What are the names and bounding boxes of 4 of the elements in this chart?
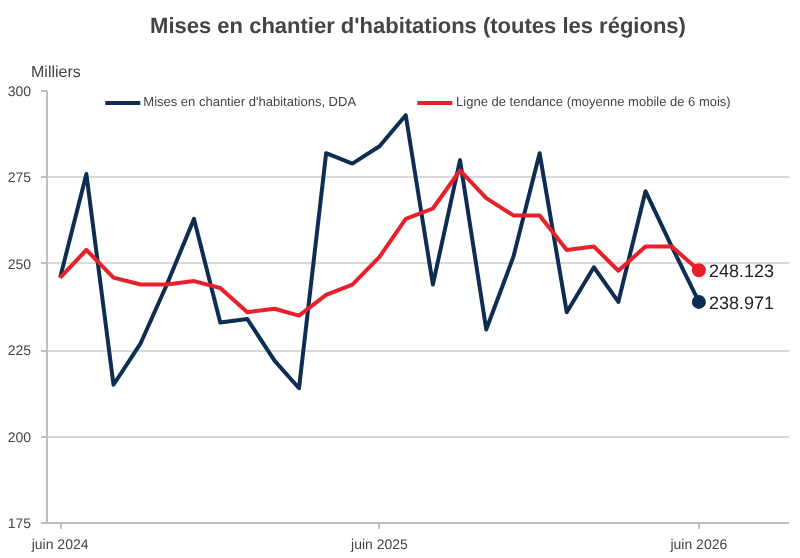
data-label: 248.123 <box>708 261 774 282</box>
y-axis-title: Milliers <box>31 63 81 81</box>
data-label: 238.971 <box>708 292 774 313</box>
chart-title: Mises en chantier d'habitations (toutes les régions) <box>150 15 687 39</box>
